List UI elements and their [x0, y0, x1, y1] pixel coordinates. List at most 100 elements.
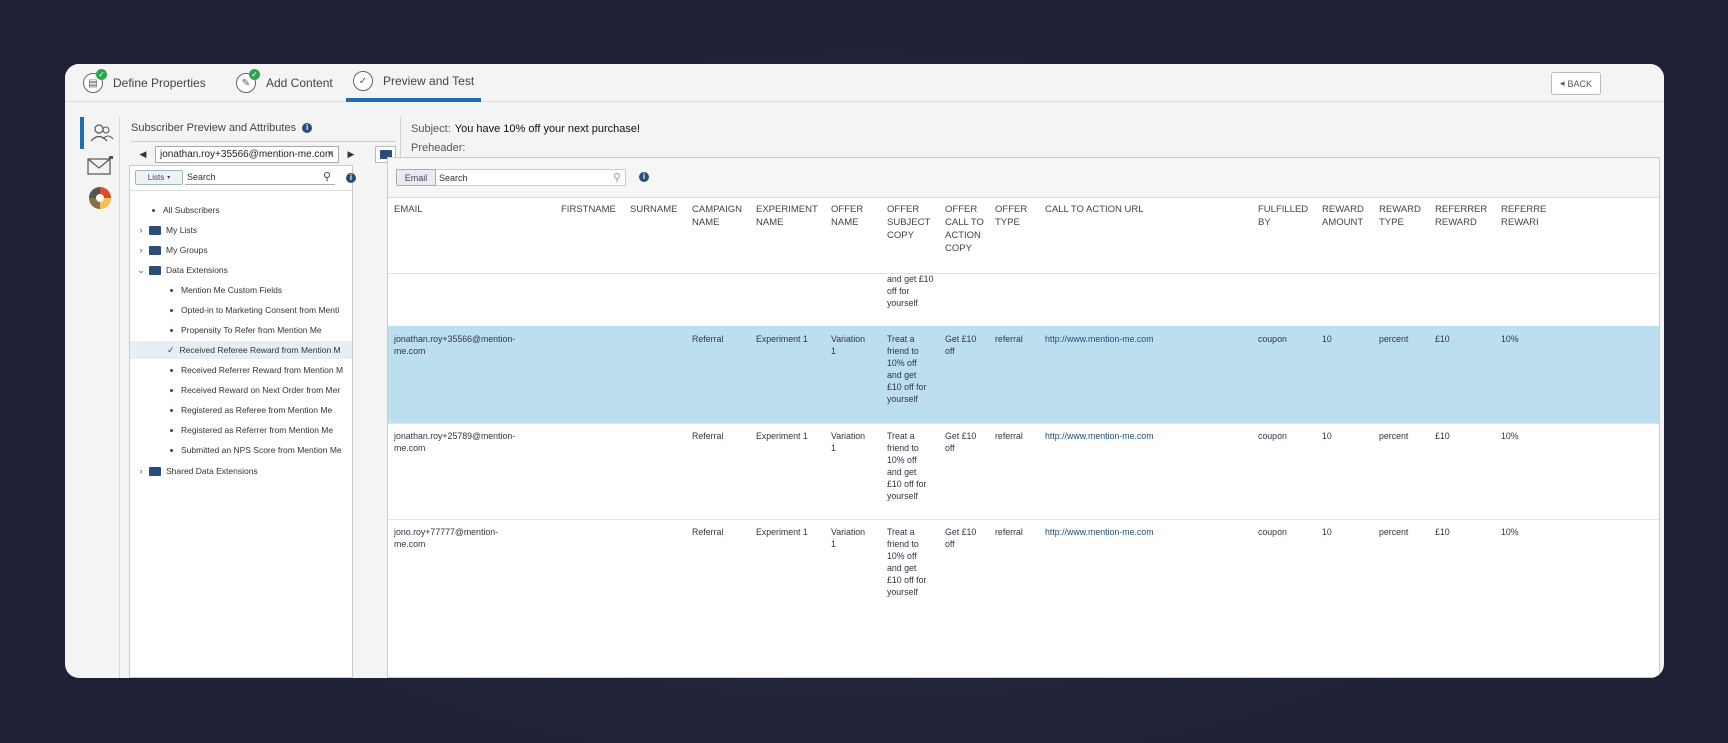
- column-header[interactable]: REFERRE REWARI: [1501, 204, 1547, 228]
- table-cell-offer: Variation 1: [831, 527, 866, 549]
- search-icon[interactable]: ⚲: [322, 171, 331, 183]
- column-header[interactable]: OFFER NAME: [831, 204, 864, 228]
- subject-value: You have 10% off your next purchase!: [454, 123, 641, 135]
- tree-item[interactable]: ⌄ Data Extensions: [130, 261, 352, 279]
- column-header[interactable]: OFFER SUBJECT COPY: [887, 204, 931, 241]
- tree-item-label: Received Reward on Next Order from Mer: [181, 385, 341, 395]
- table-cell-referrer-reward: £10: [1435, 334, 1450, 344]
- table-cell-url: http://www.mention-me.com: [1045, 334, 1154, 344]
- column-header[interactable]: REWARD TYPE: [1379, 204, 1421, 228]
- info-icon[interactable]: i: [346, 173, 356, 183]
- step-add-content[interactable]: ✎ ✓ Add Content: [236, 64, 333, 102]
- column-header[interactable]: EXPERIMENT NAME: [756, 204, 818, 228]
- tree-item-label: Propensity To Refer from Mention Me: [181, 325, 322, 335]
- subscriber-preview-tab[interactable]: [80, 117, 120, 149]
- table-cell-fulfilled: coupon: [1258, 334, 1287, 344]
- table-row[interactable]: jono.roy+77777@mention-me.com Referral Exp…: [388, 519, 1659, 619]
- caret-down-icon: ▾: [167, 175, 171, 181]
- table-cell-offer: Variation 1: [831, 334, 866, 356]
- tree-item-label: Opted-in to Marketing Consent from Menti: [181, 305, 340, 315]
- table-row[interactable]: jonathan.roy+35566@mention-me.com Referra…: [388, 326, 1659, 423]
- chevron-right-icon[interactable]: ›: [139, 245, 143, 255]
- tree-item[interactable]: Submitted an NPS Score from Mention Me: [130, 441, 352, 459]
- lists-dropdown[interactable]: Lists ▾: [135, 170, 183, 185]
- tree-item[interactable]: Registered as Referee from Mention Me: [130, 401, 352, 419]
- column-header[interactable]: FULFILLED BY: [1258, 204, 1309, 228]
- subscriber-panel: Subscriber Preview and Attributes i ◀ jo…: [121, 117, 404, 678]
- info-icon[interactable]: i: [639, 172, 649, 182]
- table-cell-fulfilled: coupon: [1258, 431, 1287, 441]
- table-cell-email: jonathan.roy+35566@mention-me.com: [394, 334, 516, 356]
- email-filter-button[interactable]: Email: [396, 169, 436, 186]
- column-header[interactable]: CAMPAIGN NAME: [692, 204, 742, 228]
- tree-search-input[interactable]: Search ⚲: [185, 170, 335, 185]
- tree-item-label: Received Referee Reward from Mention M: [179, 345, 341, 355]
- tree-item[interactable]: Received Referrer Reward from Mention M: [130, 361, 352, 379]
- bullet-icon: [170, 328, 173, 332]
- email-filter-label: Email: [404, 172, 428, 183]
- check-badge-icon: ✓: [96, 69, 107, 80]
- row-divider: [388, 519, 1659, 520]
- preheader-label: Preheader:: [411, 142, 466, 154]
- tree-item[interactable]: › My Groups: [130, 241, 352, 259]
- chevron-down-icon[interactable]: ⌄: [137, 264, 145, 275]
- table-cell-campaign: Referral: [692, 334, 724, 344]
- color-analysis-tab[interactable]: [80, 182, 120, 214]
- previous-subscriber-button[interactable]: ◀: [131, 146, 155, 163]
- column-header[interactable]: REFERRER REWARD: [1435, 204, 1488, 228]
- column-header[interactable]: FIRSTNAME: [561, 204, 616, 215]
- tree-item[interactable]: Mention Me Custom Fields: [130, 281, 352, 299]
- tree-item-label: Registered as Referrer from Mention Me: [181, 425, 334, 435]
- table-cell-amount: 10: [1322, 527, 1332, 537]
- tree-item[interactable]: Received Reward on Next Order from Mer: [130, 381, 352, 399]
- table-cell-referrer-reward: £10: [1435, 431, 1450, 441]
- panel-title-text: Subscriber Preview and Attributes: [131, 122, 297, 134]
- tree-item-label: Received Referrer Reward from Mention M: [181, 365, 344, 375]
- left-icon-rail: [80, 117, 120, 678]
- chevron-right-icon[interactable]: ›: [139, 466, 143, 476]
- folder-icon: [149, 225, 161, 235]
- email-editor-window: ▤ ✓ Define Properties ✎ ✓ Add Content ✓ Pr…: [65, 64, 1664, 678]
- column-header[interactable]: REWARD AMOUNT: [1322, 204, 1364, 228]
- table-row[interactable]: jonathan.roy+25789@mention-me.com Referra…: [388, 423, 1659, 519]
- column-header[interactable]: CALL TO ACTION URL: [1045, 204, 1144, 215]
- table-cell-referrer-reward: £10: [1435, 527, 1450, 537]
- column-header[interactable]: OFFER CALL TO ACTION COPY: [945, 204, 984, 254]
- pencil-icon: ✎ ✓: [236, 69, 260, 93]
- search-icon[interactable]: ⚲: [612, 172, 621, 184]
- tree-item[interactable]: Registered as Referrer from Mention Me: [130, 421, 352, 439]
- tree-item[interactable]: Propensity To Refer from Mention Me: [130, 321, 352, 339]
- clear-icon[interactable]: ×: [327, 148, 334, 160]
- step-define-properties[interactable]: ▤ ✓ Define Properties: [83, 64, 206, 102]
- tree-item[interactable]: ✓ Received Referee Reward from Mention M: [130, 341, 352, 359]
- column-header[interactable]: OFFER TYPE: [995, 204, 1028, 228]
- tree-item[interactable]: All Subscribers: [130, 201, 352, 219]
- grid-search-input[interactable]: Search ⚲: [436, 169, 626, 186]
- subject-line: Subject: You have 10% off your next purch…: [411, 123, 640, 135]
- selected-email-text: jonathan.roy+35566@mention-me.com: [160, 149, 334, 160]
- folder-icon: [149, 466, 161, 476]
- column-header[interactable]: EMAIL: [394, 204, 423, 215]
- search-placeholder: Search: [439, 173, 468, 183]
- info-icon[interactable]: i: [302, 123, 313, 133]
- folder-icon: [379, 150, 392, 159]
- back-button[interactable]: ◂ BACK: [1551, 72, 1601, 95]
- tree-item[interactable]: › Shared Data Extensions: [130, 462, 352, 480]
- step-label: Add Content: [266, 76, 333, 90]
- tree-item[interactable]: Opted-in to Marketing Consent from Menti: [130, 301, 352, 319]
- tree-item-label: All Subscribers: [163, 205, 220, 215]
- selected-subscriber-field[interactable]: jonathan.roy+35566@mention-me.com ×: [155, 146, 339, 163]
- chevron-right-icon[interactable]: ›: [139, 225, 143, 235]
- tree-item-label: Mention Me Custom Fields: [181, 285, 283, 295]
- step-preview-and-test[interactable]: ✓ Preview and Test: [346, 64, 482, 102]
- lists-label: Lists: [147, 173, 165, 182]
- email-icon: [87, 156, 113, 175]
- column-header[interactable]: SURNAME: [630, 204, 678, 215]
- table-cell-subject-copy: Treat a friend to 10% off and get £10 of…: [887, 334, 927, 404]
- table-cell-cta-copy: Get £10 off: [945, 334, 977, 356]
- next-subscriber-button[interactable]: ▶: [339, 146, 363, 163]
- table-cell-type: referral: [995, 527, 1023, 537]
- tree-item[interactable]: › My Lists: [130, 221, 352, 239]
- partial-row-cell: and get £10 off for yourself: [887, 274, 934, 308]
- email-preview-tab[interactable]: [80, 150, 120, 182]
